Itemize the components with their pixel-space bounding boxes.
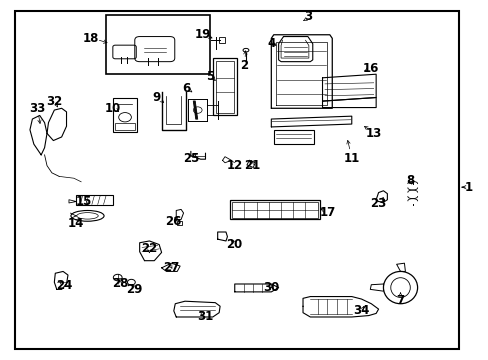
Text: 7: 7	[396, 294, 404, 307]
Text: 29: 29	[126, 283, 142, 296]
Text: 18: 18	[82, 32, 99, 45]
Bar	[113, 98, 137, 132]
Text: 19: 19	[194, 28, 211, 41]
Text: 4: 4	[266, 37, 275, 50]
Bar	[216, 61, 233, 113]
Text: 22: 22	[141, 242, 157, 255]
Text: 11: 11	[343, 152, 359, 165]
Text: 27: 27	[163, 261, 179, 274]
Bar	[177, 221, 182, 225]
Bar	[76, 195, 113, 205]
Text: 30: 30	[263, 281, 279, 294]
Text: 8: 8	[406, 174, 413, 186]
Text: 28: 28	[112, 278, 128, 291]
Text: 1: 1	[464, 181, 472, 194]
Text: 34: 34	[353, 305, 369, 318]
Text: 17: 17	[319, 206, 335, 219]
Text: 32: 32	[46, 95, 62, 108]
Text: 21: 21	[243, 159, 260, 172]
Text: 24: 24	[56, 279, 72, 292]
Text: 26: 26	[165, 215, 182, 228]
Text: 6: 6	[182, 82, 190, 95]
Text: 33: 33	[29, 102, 45, 115]
Bar	[115, 123, 135, 130]
Text: 5: 5	[206, 69, 214, 82]
Bar	[218, 37, 224, 43]
Text: 16: 16	[363, 62, 379, 75]
Bar	[212, 58, 237, 116]
Text: 9: 9	[152, 91, 161, 104]
Text: 2: 2	[240, 59, 248, 72]
Bar	[105, 15, 210, 74]
Text: 12: 12	[226, 159, 243, 172]
Text: 20: 20	[226, 238, 243, 251]
Text: 10: 10	[104, 102, 121, 115]
Text: 13: 13	[365, 127, 381, 140]
Bar	[273, 130, 313, 144]
Text: 25: 25	[183, 152, 199, 165]
Text: 3: 3	[303, 10, 311, 23]
Text: 15: 15	[75, 195, 92, 208]
Text: 31: 31	[197, 310, 213, 323]
Text: 23: 23	[370, 197, 386, 210]
Text: 14: 14	[68, 216, 84, 230]
Bar	[232, 202, 317, 218]
Bar	[229, 200, 320, 220]
